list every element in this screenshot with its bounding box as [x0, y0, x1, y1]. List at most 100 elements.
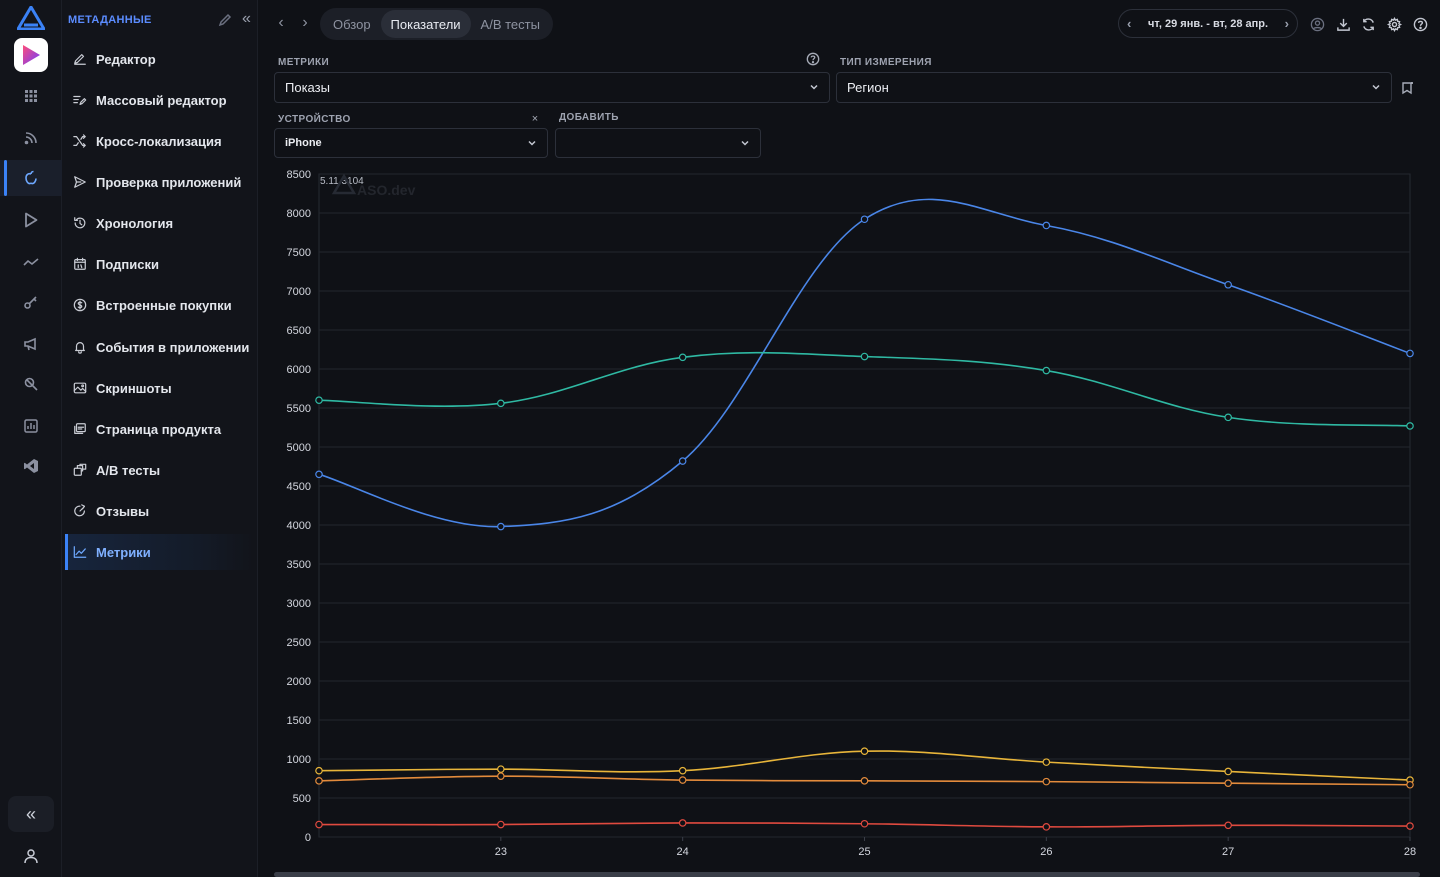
y-tick-label: 1000 — [287, 754, 311, 766]
user-profile-icon[interactable] — [0, 840, 62, 872]
image-icon — [72, 380, 88, 396]
pencil-icon[interactable] — [218, 13, 232, 27]
tab-ab-tests[interactable]: A/B тесты — [480, 16, 540, 32]
grid-icon[interactable] — [0, 78, 62, 114]
add-filter-select[interactable] — [555, 128, 761, 158]
sidebar-item-bulk-edit[interactable]: Массовый редактор — [66, 82, 254, 118]
pages-icon — [72, 421, 88, 437]
report-icon[interactable] — [0, 408, 62, 444]
download-icon[interactable] — [1333, 14, 1353, 34]
sidebar-item-edit[interactable]: Редактор — [66, 41, 254, 77]
search-tools-icon[interactable] — [0, 366, 62, 402]
y-tick-label: 8500 — [287, 169, 311, 181]
data-point — [1224, 779, 1232, 787]
data-point — [497, 820, 505, 829]
sidebar-item-label: A/B тесты — [96, 462, 161, 478]
sidebar-item-shuffle[interactable]: Кросс-локализация — [66, 123, 254, 159]
sidebar-item-label: Метрики — [96, 544, 151, 560]
data-point — [497, 765, 505, 773]
help-icon[interactable] — [1410, 14, 1430, 34]
chart-icon — [72, 544, 88, 560]
tab-overview[interactable]: Обзор — [333, 16, 371, 32]
horizontal-scrollbar[interactable] — [274, 872, 1420, 877]
chevron-right-icon[interactable]: › — [1284, 16, 1289, 31]
sidebar-item-bell[interactable]: События в приложении — [66, 329, 254, 365]
dimension-type-select[interactable]: Регион — [836, 72, 1392, 103]
y-tick-label: 4500 — [287, 481, 311, 493]
app-avatar-icon[interactable] — [14, 38, 48, 72]
refresh-icon[interactable] — [1358, 14, 1378, 34]
y-tick-label: 500 — [293, 793, 311, 805]
data-point — [1042, 823, 1051, 831]
y-tick-label: 5000 — [287, 442, 311, 454]
bulk-edit-icon — [72, 92, 88, 108]
metrics-help-icon[interactable] — [806, 52, 820, 66]
bookmark-add-icon[interactable] — [1400, 81, 1414, 95]
device-value: iPhone — [285, 137, 322, 149]
y-tick-label: 0 — [305, 832, 311, 844]
metrics-line-chart: 0 500 1000 1500 2000 2500 3000 3500 4000 4500 5000… — [287, 169, 1417, 858]
sidebar-title: МЕТАДАННЫЕ — [68, 14, 152, 26]
sidebar-item-label: Хронология — [96, 215, 174, 231]
brand-logo-icon[interactable] — [17, 6, 45, 30]
chevron-left-icon[interactable]: ‹ — [1127, 16, 1132, 31]
sidebar-item-history[interactable]: Хронология — [66, 205, 254, 241]
data-point — [1406, 349, 1414, 358]
sidebar-item-dollar[interactable]: Встроенные покупки — [66, 287, 254, 323]
chevron-down-icon — [1372, 84, 1380, 90]
vscode-icon[interactable] — [0, 448, 62, 484]
x-tick-label: 26 — [1040, 846, 1052, 858]
sidebar-item-ab[interactable]: A/B тесты — [66, 452, 254, 488]
data-point — [315, 777, 323, 785]
metrics-value: Показы — [285, 80, 330, 95]
device-select[interactable]: iPhone — [274, 128, 548, 158]
account-circle-icon[interactable] — [1307, 14, 1327, 34]
sidebar-item-send[interactable]: Проверка приложений — [66, 164, 254, 200]
sidebar-item-image[interactable]: Скриншоты — [66, 370, 254, 406]
sidebar-item-label: События в приложении — [96, 339, 250, 355]
collapse-rail-button[interactable]: « — [8, 796, 54, 832]
apple-store-icon[interactable] — [0, 160, 62, 196]
forward-arrow-icon[interactable]: › — [302, 14, 308, 31]
send-icon — [72, 174, 88, 190]
chevron-down-icon — [810, 84, 818, 90]
tab-indicators[interactable]: Показатели — [380, 10, 471, 38]
y-tick-label: 5500 — [287, 403, 311, 415]
megaphone-icon[interactable] — [0, 326, 62, 362]
edit-icon — [72, 51, 88, 67]
plot-area — [318, 173, 1411, 838]
data-point — [1042, 221, 1051, 230]
key-icon[interactable] — [0, 284, 62, 320]
history-icon — [72, 215, 88, 231]
data-point — [1406, 422, 1414, 430]
sidebar-item-label: Встроенные покупки — [96, 297, 232, 313]
y-tick-label: 8000 — [287, 208, 311, 220]
data-point — [1406, 822, 1414, 830]
collapse-sidebar-icon[interactable]: « — [242, 10, 251, 27]
sidebar-item-chart[interactable]: Метрики — [65, 534, 254, 570]
date-range-picker[interactable]: ‹ чт, 29 янв. - вт, 28 апр. › — [1118, 9, 1298, 38]
clear-device-filter-icon[interactable]: × — [531, 113, 539, 125]
x-tick-label: 25 — [858, 846, 870, 858]
sidebar-item-calendar[interactable]: Подписки — [66, 246, 254, 282]
data-point — [315, 766, 323, 775]
date-range-label: чт, 29 янв. - вт, 28 апр. — [1147, 17, 1269, 30]
trend-icon[interactable] — [0, 244, 62, 280]
sidebar-item-label: Массовый редактор — [96, 92, 227, 108]
data-point — [1224, 280, 1232, 289]
sidebar-item-pages[interactable]: Страница продукта — [66, 411, 254, 447]
sidebar-item-label: Отзывы — [96, 503, 150, 519]
sidebar-item-reply[interactable]: Отзывы — [66, 493, 254, 529]
settings-gear-icon[interactable] — [1384, 14, 1404, 34]
sidebar-header: МЕТАДАННЫЕ « — [68, 10, 254, 28]
metrics-select[interactable]: Показы — [274, 72, 830, 103]
data-point — [860, 777, 869, 785]
y-tick-label: 3500 — [287, 559, 311, 571]
rss-icon[interactable] — [0, 120, 62, 156]
x-tick-label: 28 — [1404, 846, 1416, 858]
series-line-0 — [318, 198, 1411, 528]
back-arrow-icon[interactable]: ‹ — [278, 14, 284, 31]
reply-icon — [72, 503, 88, 519]
google-play-icon[interactable] — [0, 202, 62, 238]
y-tick-label: 6000 — [287, 364, 311, 376]
